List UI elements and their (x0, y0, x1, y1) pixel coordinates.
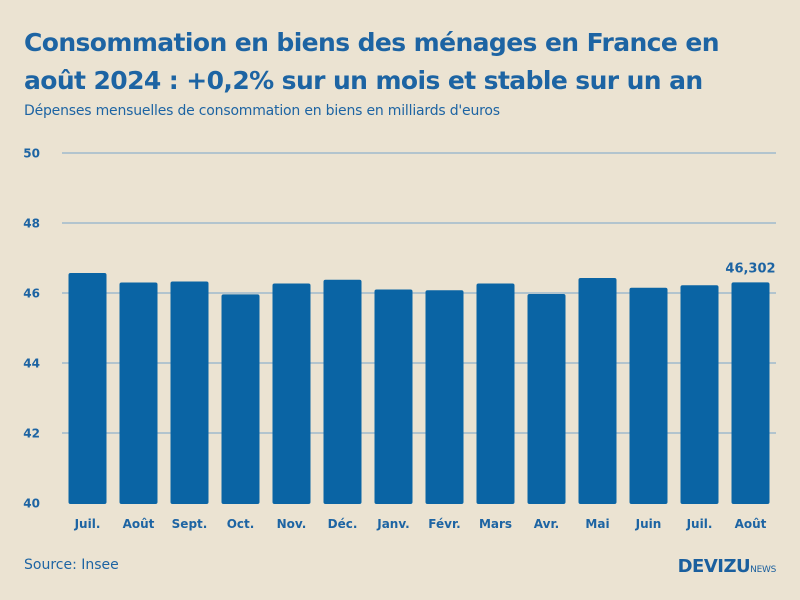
x-tick-label: Févr. (428, 517, 460, 531)
x-tick-label: Juin (635, 517, 662, 531)
x-tick-label: Mai (585, 517, 609, 531)
y-tick-label: 50 (23, 147, 40, 161)
y-tick-label: 48 (23, 217, 40, 231)
bar (527, 294, 566, 504)
x-tick-label: Déc. (328, 517, 358, 531)
y-tick-label: 46 (23, 287, 40, 301)
x-tick-label: Juil. (74, 517, 101, 531)
y-tick-label: 44 (23, 357, 40, 371)
bar (119, 282, 158, 504)
brand-logo-sub: NEWS (750, 565, 776, 575)
bar (476, 283, 515, 504)
bar (221, 294, 260, 504)
chart-subtitle: Dépenses mensuelles de consommation en b… (24, 103, 500, 119)
bar (323, 279, 362, 504)
x-tick-label: Sept. (172, 517, 208, 531)
bar (374, 289, 413, 504)
bar (578, 277, 617, 504)
bar (272, 283, 311, 504)
bar (731, 282, 770, 504)
x-tick-label: Juil. (686, 517, 713, 531)
bar (629, 287, 668, 504)
bar (425, 290, 464, 504)
x-tick-label: Janv. (376, 517, 410, 531)
x-tick-label: Nov. (277, 517, 307, 531)
bar (68, 273, 107, 504)
brand-logo: DEVIZUNEWS (677, 556, 777, 577)
chart-title: Consommation en biens des ménages en Fra… (24, 24, 784, 100)
chart-title-line-2: août 2024 : +0,2% sur un mois et stable … (24, 66, 703, 95)
data-label: 46,302 (725, 261, 775, 276)
x-tick-label: Août (123, 517, 155, 531)
x-tick-label: Août (735, 517, 767, 531)
source-note: Source: Insee (24, 557, 119, 573)
x-tick-label: Oct. (227, 517, 255, 531)
bar (170, 281, 209, 504)
bar (680, 285, 719, 504)
chart-title-line-1: Consommation en biens des ménages en Fra… (24, 28, 720, 57)
y-tick-label: 42 (23, 427, 40, 441)
x-tick-label: Mars (479, 517, 512, 531)
x-tick-label: Avr. (534, 517, 559, 531)
brand-logo-main: DEVIZU (677, 556, 751, 577)
y-tick-label: 40 (23, 497, 40, 511)
